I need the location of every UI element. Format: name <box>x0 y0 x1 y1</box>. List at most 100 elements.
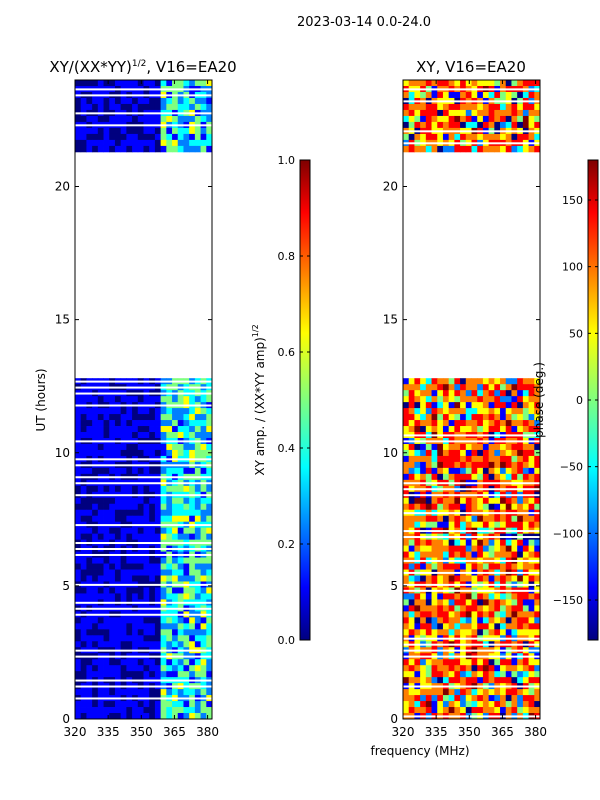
heatmap-cell <box>511 545 518 552</box>
heatmap-cell <box>454 467 461 475</box>
heatmap-cell <box>132 515 139 523</box>
heatmap-cell <box>505 515 512 523</box>
heatmap-cell <box>442 467 450 475</box>
heatmap-cell <box>465 443 472 451</box>
heatmap-cell <box>189 635 196 642</box>
heatmap-row <box>403 545 541 552</box>
heatmap-cell <box>488 402 495 409</box>
phase-plot-frame <box>402 79 541 720</box>
heatmap-cell <box>522 408 529 415</box>
heatmap-cell <box>183 97 190 105</box>
heatmap-cell <box>137 443 144 451</box>
heatmap-cell <box>488 467 495 475</box>
heatmap-cell <box>200 533 207 541</box>
x-tick-label: 335 <box>97 725 120 739</box>
heatmap-row <box>75 408 213 415</box>
heatmap-cell <box>534 461 541 469</box>
heatmap-cell <box>183 665 190 672</box>
heatmap-cell <box>465 593 472 600</box>
heatmap-cell <box>488 707 495 714</box>
heatmap-cell <box>494 701 501 708</box>
heatmap-cell <box>126 485 133 493</box>
heatmap-cell <box>160 707 167 714</box>
heatmap-cell <box>528 629 535 636</box>
heatmap-cell <box>471 473 478 481</box>
heatmap-cell <box>528 420 535 427</box>
heatmap-cell <box>517 408 524 415</box>
heatmap-cell <box>154 665 162 672</box>
heatmap-cell <box>97 432 104 439</box>
heatmap-cell <box>200 485 207 493</box>
heatmap-cell <box>454 414 461 421</box>
heatmap-cell <box>437 545 444 552</box>
heatmap-cell <box>86 593 93 600</box>
heatmap-cell <box>448 599 455 606</box>
heatmap-cell <box>534 593 541 600</box>
heatmap-cell <box>465 695 472 702</box>
heatmap-cell <box>505 473 512 481</box>
heatmap-cell <box>522 605 529 612</box>
heatmap-cell <box>408 551 415 558</box>
heatmap-cell <box>137 587 144 594</box>
heatmap-cell <box>442 109 450 117</box>
heatmap-cell <box>465 414 472 421</box>
heatmap-row <box>403 103 541 111</box>
heatmap-cell <box>114 145 122 153</box>
heatmap-cell <box>80 707 87 714</box>
heatmap-cell <box>454 605 461 612</box>
heatmap-cell <box>442 629 450 636</box>
heatmap-cell <box>80 443 87 451</box>
heatmap-cell <box>420 378 427 385</box>
heatmap-cell <box>75 80 82 87</box>
heatmap-cell <box>414 443 421 451</box>
heatmap-cell <box>177 503 184 511</box>
heatmap-cell <box>477 551 484 558</box>
heatmap-cell <box>189 408 196 415</box>
heatmap-cell <box>437 593 444 600</box>
heatmap-cell <box>143 80 150 87</box>
heatmap-cell <box>408 563 415 570</box>
heatmap-cell <box>86 665 93 672</box>
heatmap-cell <box>177 509 184 517</box>
heatmap-row <box>403 426 541 433</box>
heatmap-cell <box>454 455 461 463</box>
heatmap-cell <box>511 473 518 481</box>
heatmap-cell <box>477 461 484 469</box>
heatmap-cell <box>431 707 438 714</box>
heatmap-cell <box>465 599 472 606</box>
heatmap-cell <box>137 515 144 523</box>
heatmap-cell <box>132 509 139 517</box>
heatmap-cell <box>528 426 535 433</box>
heatmap-cell <box>471 623 478 630</box>
heatmap-cell <box>431 671 438 678</box>
heatmap-cell <box>206 629 213 636</box>
phase-heatmap <box>403 80 541 720</box>
heatmap-cell <box>465 390 472 397</box>
flagged-row <box>75 88 212 91</box>
heatmap-cell <box>177 623 184 630</box>
heatmap-cell <box>500 539 507 547</box>
heatmap-cell <box>137 689 144 696</box>
heatmap-cell <box>482 515 490 523</box>
heatmap-cell <box>471 497 478 505</box>
heatmap-cell <box>477 689 484 696</box>
heatmap-cell <box>172 635 179 642</box>
heatmap-row <box>75 695 213 702</box>
heatmap-cell <box>488 545 495 552</box>
heatmap-cell <box>183 115 190 123</box>
y-tick-label: 15 <box>383 313 398 327</box>
flagged-row <box>75 548 212 550</box>
heatmap-cell <box>206 641 213 648</box>
heatmap-cell <box>437 467 444 475</box>
heatmap-cell <box>194 449 201 457</box>
heatmap-cell <box>114 587 122 594</box>
heatmap-cell <box>183 629 190 636</box>
heatmap-cell <box>97 515 104 523</box>
heatmap-cell <box>482 671 490 678</box>
heatmap-cell <box>200 713 207 720</box>
heatmap-cell <box>408 707 415 714</box>
heatmap-row <box>75 461 213 469</box>
heatmap-cell <box>522 145 529 153</box>
colorbar-tick-label: 100 <box>562 261 583 274</box>
heatmap-cell <box>177 569 184 576</box>
